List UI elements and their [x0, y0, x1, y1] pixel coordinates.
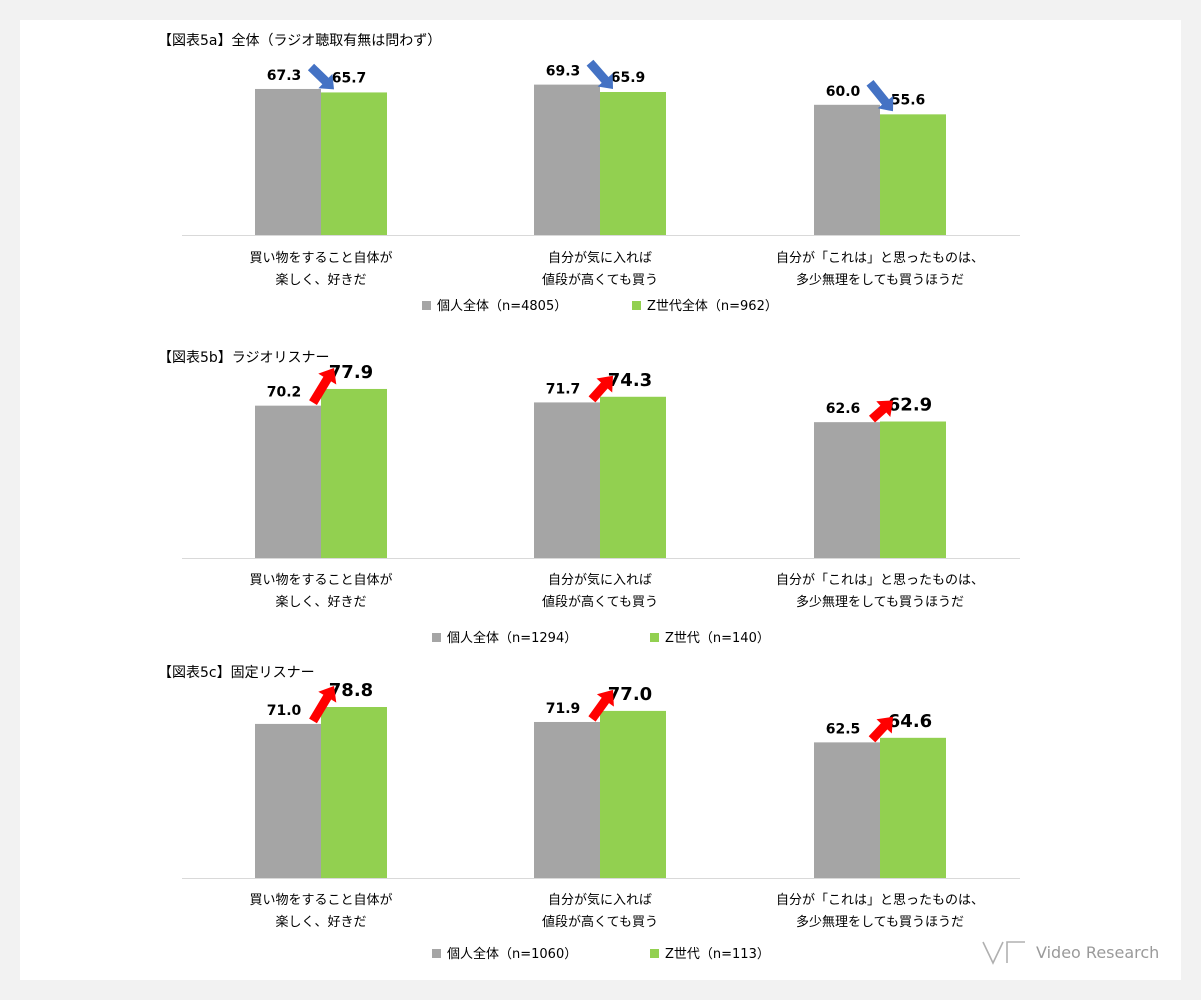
chart-5c-arrow-up-icon-3	[868, 716, 893, 743]
chart-5c-bar-overall-2	[534, 721, 600, 878]
chart-5a-legend-swatch-2	[632, 301, 641, 310]
chart-5b-category-label-2-line-2: 値段が高くても買う	[542, 594, 658, 610]
chart-5b-legend-label-2: Z世代（n=140）	[665, 631, 770, 646]
chart-5c-category-label-1-line-1: 買い物をすること自体が	[249, 893, 392, 908]
chart-5b-bar-overall-1	[255, 405, 321, 558]
chart-5c-arrow-up-icon-1	[309, 686, 337, 724]
chart-5c-category-label-1-line-2: 楽しく、好きだ	[275, 914, 366, 930]
chart-5a-bar-genz-3	[880, 114, 946, 235]
chart-5c-bar-genz-2	[600, 710, 666, 878]
chart-5b-arrow-up-icon-3	[869, 400, 893, 423]
chart-5b-label-genz-3: 62.9	[888, 395, 932, 416]
chart-5c-bar-overall-1	[255, 723, 321, 878]
chart-5c-category-label-3-line-1: 自分が「これは」と思ったものは、	[776, 893, 984, 908]
chart-5c-label-overall-3: 62.5	[826, 721, 861, 737]
chart-5a-bar-genz-2	[600, 91, 666, 235]
video-research-logo-icon	[982, 941, 1004, 965]
chart-5b-legend-label-1: 個人全体（n=1294）	[447, 630, 577, 646]
chart-5a-title: 【図表5a】全体（ラジオ聴取有無は問わず）	[158, 32, 441, 49]
chart-5a-legend-label-2: Z世代全体（n=962）	[647, 298, 778, 314]
chart-5c-label-overall-2: 71.9	[546, 701, 581, 717]
chart-5c-legend-swatch-1	[432, 949, 441, 958]
chart-5c-bar-genz-1	[321, 707, 387, 878]
chart-5c-title: 【図表5c】固定リスナー	[158, 665, 315, 681]
chart-5b-label-overall-3: 62.6	[826, 401, 861, 417]
chart-5a-category-label-1-line-1: 買い物をすること自体が	[249, 251, 392, 266]
chart-5a-arrow-down-icon-2	[586, 59, 613, 89]
chart-5a-legend-swatch-1	[422, 301, 431, 310]
chart-5a-legend-label-1: 個人全体（n=4805）	[437, 298, 567, 314]
chart-5c-label-genz-1: 78.8	[329, 680, 373, 701]
chart-5b-legend-swatch-1	[432, 633, 441, 642]
chart-5a-category-label-2-line-1: 自分が気に入れば	[548, 250, 652, 266]
chart-panel: 【図表5a】全体（ラジオ聴取有無は問わず） 67.3 65.7 買い物をすること自体が…	[20, 20, 1181, 980]
chart-5b-category-label-3-line-2: 多少無理をしても買うほうだ	[796, 594, 964, 610]
chart-5a-bar-overall-3	[814, 104, 880, 235]
chart-5a-category-label-3-line-2: 多少無理をしても買うほうだ	[796, 272, 964, 288]
chart-5c-category-label-2-line-1: 自分が気に入れば	[548, 892, 652, 908]
chart-5a-bar-genz-1	[321, 92, 387, 235]
chart-5c-label-genz-2: 77.0	[608, 684, 652, 705]
chart-5b-legend-swatch-2	[650, 633, 659, 642]
chart-5a-arrow-down-icon-3	[866, 80, 894, 112]
chart-5a-label-genz-2: 65.9	[611, 70, 646, 86]
chart-5b-label-overall-2: 71.7	[546, 381, 581, 397]
chart-5b-label-genz-1: 77.9	[329, 362, 373, 383]
chart-5c-category-label-3-line-2: 多少無理をしても買うほうだ	[796, 914, 964, 930]
chart-canvas: 【図表5a】全体（ラジオ聴取有無は問わず） 67.3 65.7 買い物をすること自体が…	[158, 32, 1159, 965]
chart-5b-bar-overall-2	[534, 402, 600, 558]
chart-5c-label-overall-1: 71.0	[267, 703, 302, 719]
chart-5b-category-label-1-line-1: 買い物をすること自体が	[249, 573, 392, 588]
chart-5c-legend-swatch-2	[650, 949, 659, 958]
chart-5c-legend-label-2: Z世代（n=113）	[665, 947, 770, 962]
chart-5c-category-label-2-line-2: 値段が高くても買う	[542, 914, 658, 930]
chart-5a-category-label-1-line-2: 楽しく、好きだ	[275, 272, 366, 288]
chart-5b-label-genz-2: 74.3	[608, 370, 652, 391]
chart-5c-label-genz-3: 64.6	[888, 711, 932, 732]
chart-5b-bar-overall-3	[814, 422, 880, 558]
chart-5c-legend-label-1: 個人全体（n=1060）	[447, 946, 577, 962]
chart-5a-bar-overall-1	[255, 88, 321, 235]
chart-5a-label-overall-3: 60.0	[826, 84, 861, 100]
chart-5a-label-genz-1: 65.7	[332, 70, 367, 86]
chart-5b-category-label-3-line-1: 自分が「これは」と思ったものは、	[776, 573, 984, 588]
chart-5b-category-label-2-line-1: 自分が気に入れば	[548, 572, 652, 588]
chart-5b-arrow-up-icon-1	[309, 368, 337, 405]
chart-5a-bar-overall-2	[534, 84, 600, 235]
chart-5a-category-label-2-line-2: 値段が高くても買う	[542, 272, 658, 288]
chart-5c-arrow-up-icon-2	[588, 689, 614, 722]
chart-5c-bar-genz-3	[880, 737, 946, 878]
chart-5b-arrow-up-icon-2	[588, 375, 613, 403]
chart-5b-label-overall-1: 70.2	[267, 385, 302, 401]
chart-5b-title: 【図表5b】ラジオリスナー	[158, 350, 330, 366]
chart-5b-bar-genz-1	[321, 388, 387, 558]
chart-5a-label-genz-3: 55.6	[891, 92, 926, 108]
chart-5a-label-overall-2: 69.3	[546, 64, 581, 80]
chart-5a-arrow-down-icon-1	[307, 63, 334, 90]
video-research-logo-text: Video Research	[1036, 943, 1159, 962]
chart-5a-category-label-3-line-1: 自分が「これは」と思ったものは、	[776, 251, 984, 266]
chart-5b-bar-genz-2	[600, 396, 666, 558]
chart-5c-bar-overall-3	[814, 742, 880, 878]
video-research-logo-mark-icon	[1006, 941, 1025, 963]
chart-5b-bar-genz-3	[880, 421, 946, 558]
chart-5b-category-label-1-line-2: 楽しく、好きだ	[275, 594, 366, 610]
chart-5a-label-overall-1: 67.3	[267, 68, 302, 84]
